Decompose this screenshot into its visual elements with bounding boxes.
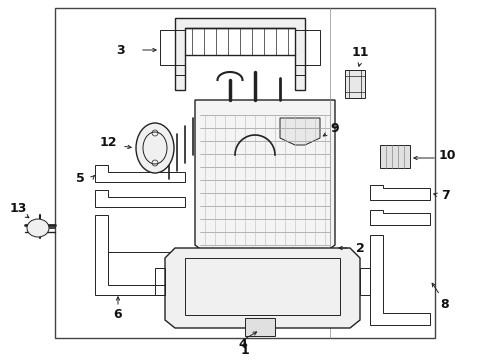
Polygon shape bbox=[280, 118, 320, 145]
Bar bbox=[245, 318, 275, 336]
Text: 1: 1 bbox=[241, 343, 249, 356]
Polygon shape bbox=[165, 248, 360, 328]
Text: 12: 12 bbox=[99, 135, 117, 149]
Text: 11: 11 bbox=[351, 45, 369, 59]
Polygon shape bbox=[195, 100, 335, 260]
Ellipse shape bbox=[27, 219, 49, 237]
Polygon shape bbox=[380, 145, 410, 168]
Ellipse shape bbox=[136, 123, 174, 173]
Text: 5: 5 bbox=[75, 171, 84, 185]
Text: 6: 6 bbox=[114, 309, 122, 321]
Text: 10: 10 bbox=[438, 149, 456, 162]
Bar bbox=[55, 8, 435, 338]
Text: 8: 8 bbox=[441, 298, 449, 311]
Polygon shape bbox=[345, 70, 365, 98]
Text: 3: 3 bbox=[116, 44, 124, 57]
Text: 9: 9 bbox=[331, 122, 339, 135]
Text: 13: 13 bbox=[9, 202, 26, 215]
Polygon shape bbox=[175, 18, 305, 90]
Text: 7: 7 bbox=[441, 189, 449, 202]
Text: 2: 2 bbox=[356, 242, 365, 255]
Text: 4: 4 bbox=[239, 338, 247, 351]
